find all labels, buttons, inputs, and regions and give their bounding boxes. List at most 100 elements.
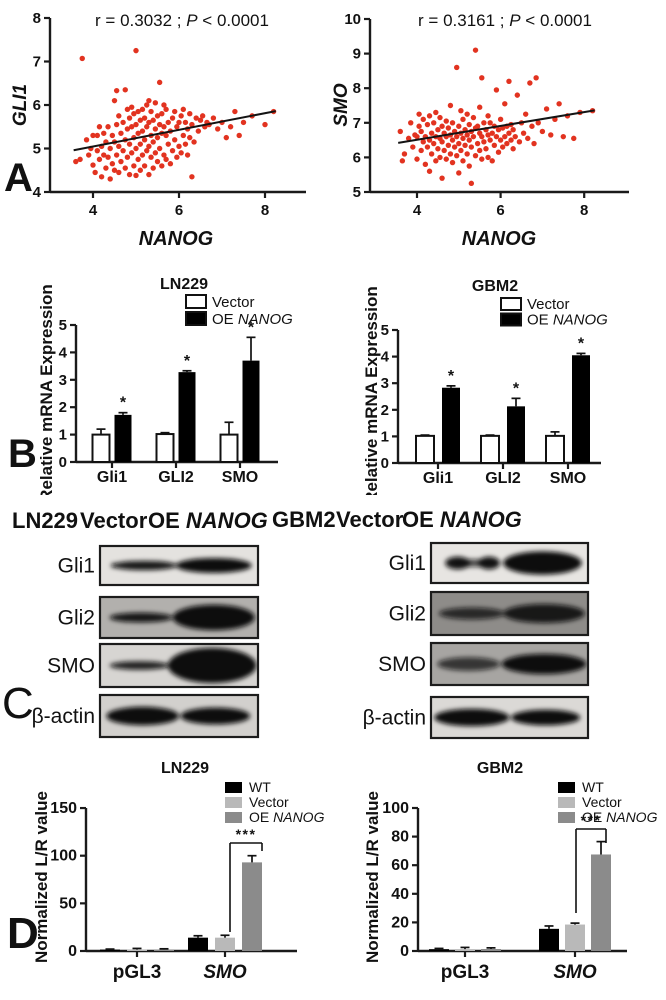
svg-text:80: 80 [391,829,409,846]
legend-swatch-oe-nanog [185,311,207,326]
bar-vector-gli2 [480,434,500,464]
svg-text:5: 5 [59,317,67,334]
svg-text:7: 7 [33,54,41,71]
svg-text:1: 1 [59,427,67,444]
svg-text:Vector: Vector [336,507,404,532]
svg-text:Gli1: Gli1 [97,469,127,486]
svg-text:SMO: SMO [47,655,95,678]
svg-text:4: 4 [381,349,390,366]
panel-label-b: B [8,432,37,476]
panel-label-c: C [2,679,34,728]
bar-oe-nanog-smo [242,360,260,462]
legend-swatch-vector [500,297,522,311]
svg-text:WT: WT [582,779,604,795]
svg-text:OE NANOG: OE NANOG [148,508,268,533]
svg-text:LN229: LN229 [161,760,209,777]
svg-text:6: 6 [496,202,504,219]
svg-text:β-actin: β-actin [32,705,95,728]
svg-text:60: 60 [391,857,409,874]
svg-text:5: 5 [353,184,361,201]
svg-text:NANOG: NANOG [462,228,536,250]
svg-text:0: 0 [381,455,389,472]
western-blot-panel: LN229 Vector OE NANOG Gli1 Gli2 SMO β-actin GBM… [0,495,666,755]
svg-text:*: * [120,395,127,412]
svg-text:Normalized L/R value: Normalized L/R value [363,791,382,963]
svg-text:Gli2: Gli2 [389,603,426,626]
bar-wt-smo [539,928,559,951]
bar-oe-nanog-smo [572,355,590,463]
svg-text:*: * [248,319,255,336]
svg-text:3: 3 [381,375,389,392]
scatter-gli1-vs-nanog: 4 5 6 7 8 4 6 8 r = 0.3032 ; P < 0.0001 GLI1 NANOG [0,0,333,258]
legend-swatch-vector [185,294,207,309]
legend-swatch-oe-nanog [500,312,522,327]
svg-text:100: 100 [382,800,409,817]
svg-text:4: 4 [89,202,98,219]
bar-wt-pgl3 [429,949,449,951]
svg-text:6: 6 [353,149,361,166]
svg-text:SMO: SMO [203,962,247,983]
bar-vector-smo [219,433,239,464]
svg-text:***: *** [236,826,257,842]
svg-text:WT: WT [249,779,271,795]
scatter-smo-vs-nanog-svg: 5 6 7 8 9 10 4 6 8 r = 0.3161 ; P < 0.0001 SMO NANO… [333,11,629,250]
svg-text:SMO: SMO [333,83,352,127]
svg-text:Relative mRNA Expression: Relative mRNA Expression [37,284,56,495]
svg-text:8: 8 [33,10,41,27]
svg-text:40: 40 [391,886,409,903]
svg-text:OE NANOG: OE NANOG [527,312,608,329]
svg-text:Vector: Vector [582,794,622,810]
panel-label-a: A [4,156,33,200]
bar-wt-smo [188,937,208,951]
svg-text:LN229: LN229 [12,508,78,533]
svg-text:100: 100 [50,848,77,865]
svg-text:GLI2: GLI2 [485,470,521,487]
svg-text:GBM2: GBM2 [472,278,518,295]
bar-vector-pgl3 [455,949,475,951]
svg-text:Gli1: Gli1 [389,552,426,575]
bar-vector-gli1 [415,434,435,464]
svg-text:4: 4 [33,184,42,201]
svg-text:5: 5 [381,322,389,339]
svg-text:20: 20 [391,914,409,931]
svg-text:***: *** [581,812,602,828]
svg-text:SMO: SMO [550,470,586,487]
svg-text:0: 0 [68,943,77,960]
legend-swatch-oe-nanog [225,812,242,823]
svg-text:Gli1: Gli1 [423,470,453,487]
svg-text:Normalized L/R value: Normalized L/R value [32,791,51,963]
legend-swatch-wt [225,782,242,793]
bar-oe-nanog-pgl3 [481,948,501,951]
bar-oe-nanog-smo [591,854,611,951]
svg-text:GLI1: GLI1 [10,84,31,126]
svg-text:Vector: Vector [80,508,148,533]
legend-swatch-vector [225,797,242,808]
svg-text:1: 1 [381,428,389,445]
bar-oe-nanog-gli2 [178,372,196,462]
bar-vector-pgl3 [127,949,147,951]
svg-text:3: 3 [59,372,67,389]
bar-chart-luciferase-ln229: 0 50 100 150 pGL3 SMO WT Vector OE NANOG LN229 Nor… [0,755,333,1000]
svg-text:Gli2: Gli2 [58,607,95,630]
svg-text:8: 8 [353,80,361,97]
svg-text:SMO: SMO [553,962,597,983]
svg-text:GLI2: GLI2 [158,469,194,486]
bar-oe-nanog-smo [242,862,262,951]
bar-oe-nanog-gli2 [507,406,525,463]
svg-text:OE NANOG: OE NANOG [582,809,658,825]
svg-text:r = 0.3161 ; P < 0.0001: r = 0.3161 ; P < 0.0001 [418,11,592,30]
svg-text:0: 0 [59,454,67,471]
svg-text:2: 2 [381,402,389,419]
bar-vector-gli2 [155,433,175,464]
bar-vector-smo [565,924,585,951]
svg-text:9: 9 [353,46,361,63]
svg-text:8: 8 [261,202,269,219]
bar-chart-mrna-ln229: 0 1 2 3 4 5 Gli1 GLI2 SMO * * * Vector OE NANOG LN229 R… [0,265,333,495]
bar-oe-nanog-gli1 [442,387,460,463]
bar-wt-pgl3 [100,949,120,951]
svg-text:GBM2: GBM2 [477,760,523,777]
scatter-gli1-vs-nanog-svg: 4 5 6 7 8 4 6 8 r = 0.3032 ; P < 0.0001 GLI1 NANOG [10,10,306,250]
